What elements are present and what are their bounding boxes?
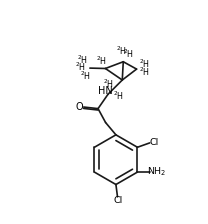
Text: $^2$H: $^2$H — [116, 45, 127, 57]
Text: Cl: Cl — [150, 138, 159, 146]
Text: $^2$H: $^2$H — [139, 65, 150, 78]
Text: $^2$H: $^2$H — [103, 77, 114, 90]
Text: $^2$H: $^2$H — [77, 54, 88, 66]
Text: Cl: Cl — [114, 196, 123, 205]
Text: $^2$H: $^2$H — [80, 69, 91, 82]
Text: $^2$H: $^2$H — [139, 57, 150, 70]
Text: $^2$H: $^2$H — [96, 55, 107, 67]
Text: $^2$H: $^2$H — [123, 47, 134, 60]
Text: HN: HN — [98, 86, 113, 96]
Text: O: O — [76, 102, 84, 112]
Text: NH$_2$: NH$_2$ — [147, 166, 166, 178]
Text: $^2$H: $^2$H — [113, 90, 124, 102]
Text: $^2$H: $^2$H — [75, 61, 86, 73]
